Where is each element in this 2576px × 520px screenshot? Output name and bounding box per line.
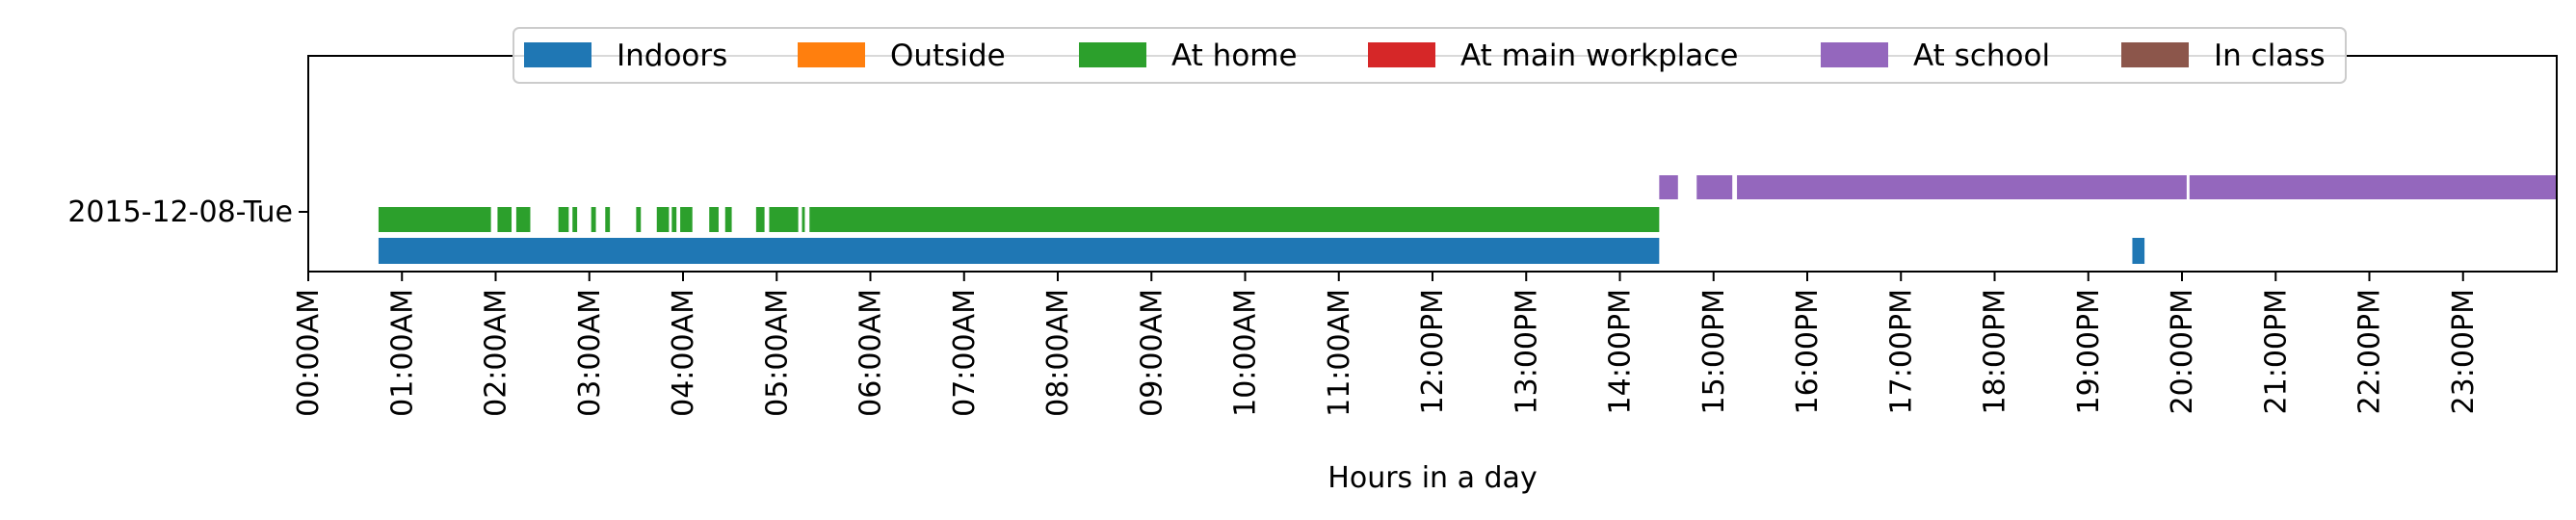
x-tick-label: 05:00AM [760,289,794,417]
x-tick-label: 07:00AM [948,289,982,417]
legend-swatch-outside [798,42,865,67]
x-tick-label: 22:00PM [2353,289,2387,414]
x-tick-label: 15:00PM [1697,289,1731,414]
bar-at-home-6 [605,207,611,232]
y-tick-label: 2015-12-08-Tue [67,195,293,229]
legend-swatch-at-home [1079,42,1146,67]
legend-label-indoors: Indoors [617,39,727,73]
x-tick-label: 21:00PM [2259,289,2293,414]
x-axis-title: Hours in a day [1327,461,1537,495]
legend-label-outside: Outside [890,39,1006,73]
bar-at-home-7 [636,207,642,232]
legend: Indoors Outside At home At main workplace At… [513,27,2347,84]
bar-at-home-13 [755,207,765,232]
bar-at-home-1 [497,207,513,232]
bar-at-home-3 [558,207,569,232]
bar-at-home-5 [591,207,596,232]
bar-at-home-10 [680,207,693,232]
bar-at-home-12 [724,207,732,232]
bar-at-school-2 [1737,175,2187,199]
legend-label-in-class: In class [2214,39,2326,73]
legend-label-at-main-workplace: At main workplace [1460,39,1738,73]
x-tick-label: 09:00AM [1135,289,1169,417]
bar-at-home-2 [515,207,531,232]
bar-indoors-0 [378,238,1660,264]
x-tick-label: 17:00PM [1884,289,1918,414]
legend-swatch-in-class [2121,42,2189,67]
bar-indoors-1 [2132,238,2145,264]
x-tick-label: 20:00PM [2166,289,2199,414]
bar-at-home-15 [802,207,805,232]
x-tick-label: 19:00PM [2072,289,2106,414]
legend-label-at-home: At home [1171,39,1298,73]
legend-swatch-at-main-workplace [1368,42,1435,67]
x-tick-label: 03:00AM [573,289,607,417]
x-tick-label: 11:00AM [1323,289,1356,417]
bar-at-school-3 [2189,175,2557,199]
y-axis: 2015-12-08-Tue [67,195,308,229]
x-tick-label: 02:00AM [480,289,513,417]
x-tick-label: 13:00PM [1510,289,1543,414]
x-tick-label: 18:00PM [1979,289,2012,414]
x-tick-label: 06:00AM [854,289,888,417]
x-tick-label: 10:00AM [1229,289,1263,417]
x-tick-label: 16:00PM [1791,289,1825,414]
bar-at-home-0 [378,207,491,232]
x-tick-label: 12:00PM [1416,289,1450,414]
bar-at-home-14 [769,207,799,232]
x-axis: 00:00AM 01:00AM 02:00AM 03:00AM 04:00AM 05:00… [292,272,2481,417]
bar-at-home-8 [656,207,670,232]
legend-swatch-indoors [524,42,591,67]
legend-swatch-at-school [1821,42,1888,67]
x-tick-label: 01:00AM [385,289,419,417]
bar-at-school-0 [1659,175,1678,199]
x-tick-label: 00:00AM [292,289,326,417]
x-tick-label: 23:00PM [2447,289,2481,414]
bar-at-home-4 [572,207,578,232]
bar-at-home-9 [671,207,677,232]
x-tick-label: 14:00PM [1604,289,1638,414]
timeline-bars [378,175,2557,264]
x-tick-label: 08:00AM [1041,289,1075,417]
bar-at-home-16 [809,207,1660,232]
x-tick-label: 04:00AM [667,289,700,417]
bar-at-home-11 [709,207,719,232]
bar-at-school-1 [1696,175,1733,199]
legend-label-at-school: At school [1913,39,2050,73]
